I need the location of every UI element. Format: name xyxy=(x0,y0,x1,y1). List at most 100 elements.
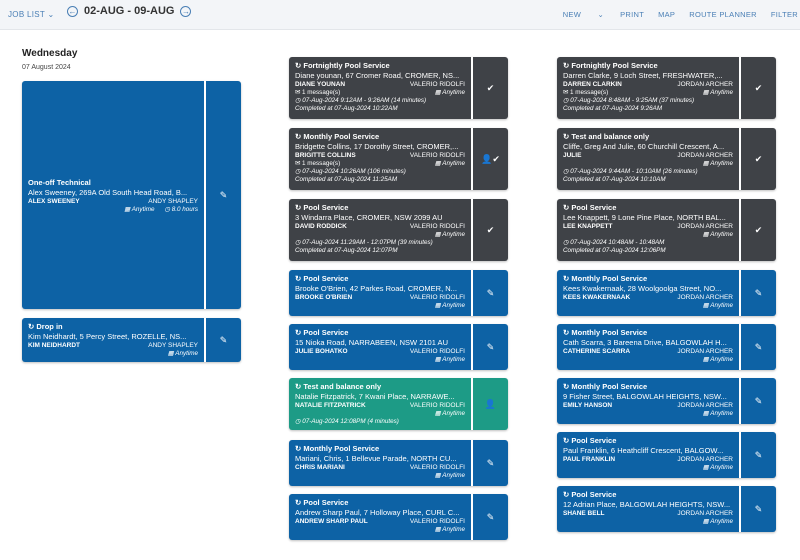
job-card-body[interactable]: ↻ Monthly Pool Service Bridgette Collins,… xyxy=(289,128,471,190)
job-card[interactable]: ↻ Pool Service Paul Franklin, 6 Heathclif… xyxy=(557,432,776,478)
job-meta-row: ▦ Anytime xyxy=(563,355,733,363)
message-count[interactable]: 1 message(s) xyxy=(302,160,341,167)
customer-name: DIANE YOUNAN xyxy=(295,81,346,88)
job-card-body[interactable]: ↻ Pool Service Brooke O'Brien, 42 Parkes … xyxy=(289,270,471,316)
edit-icon[interactable]: ✎ xyxy=(471,440,508,486)
job-card[interactable]: ↻ Pool Service Andrew Sharp Paul, 7 Hollo… xyxy=(289,494,508,540)
job-card-body[interactable]: ↻ Test and balance only Natalie Fitzpatri… xyxy=(289,378,471,430)
job-card[interactable]: ↻ Monthly Pool Service Mariani, Chris, 1 … xyxy=(289,440,508,486)
job-list-dropdown[interactable]: JOB LIST ⌄ xyxy=(8,10,55,19)
calendar-icon: ▦ xyxy=(702,356,711,363)
job-card-body[interactable]: ↻ Test and balance only Cliffe, Greg And … xyxy=(557,128,739,190)
edit-icon[interactable]: ✎ xyxy=(739,432,776,478)
edit-icon[interactable]: ✎ xyxy=(739,324,776,370)
edit-icon[interactable]: ✎ xyxy=(739,486,776,532)
job-address: Cath Scarra, 3 Bareena Drive, BALGOWLAH … xyxy=(563,338,727,347)
message-count[interactable]: 1 message(s) xyxy=(570,89,609,96)
job-card[interactable]: ↻ Monthly Pool Service Bridgette Collins,… xyxy=(289,128,508,190)
calendar-icon: ▦ xyxy=(702,231,711,238)
date-range-label: 02-AUG - 09-AUG xyxy=(84,5,175,17)
anytime-label: ▦ Anytime xyxy=(703,89,733,96)
route-planner-button[interactable]: ROUTE PLANNER xyxy=(689,10,757,19)
job-card-body[interactable]: ↻ Pool Service 15 Nioka Road, NARRABEEN, … xyxy=(289,324,471,370)
job-card-body[interactable]: ↻ Monthly Pool Service Mariani, Chris, 1 … xyxy=(289,440,471,486)
job-card[interactable]: ↻ Test and balance only Cliffe, Greg And … xyxy=(557,128,776,190)
anytime-text: Anytime xyxy=(710,89,733,96)
check-icon[interactable]: ✔ xyxy=(739,128,776,190)
new-button[interactable]: NEW ⌄ xyxy=(562,10,605,19)
anytime-label: ▦ Anytime xyxy=(703,356,733,363)
job-title: One-off Technical xyxy=(28,178,198,187)
edit-icon[interactable]: ✎ xyxy=(471,494,508,540)
job-card-body[interactable]: ↻ Drop in Kim Neidhardt, 5 Percy Street, … xyxy=(22,318,204,362)
job-meta-row: ✉ 1 message(s) ▦ Anytime xyxy=(563,88,733,96)
job-meta-row: ✉ 1 message(s) ▦ Anytime xyxy=(295,159,465,167)
check-icon[interactable]: ✔ xyxy=(471,57,508,119)
map-button[interactable]: MAP xyxy=(658,10,676,19)
job-card-body[interactable]: ↻ Pool Service Lee Knappett, 9 Lone Pine … xyxy=(557,199,739,261)
job-card-body[interactable]: ↻ Monthly Pool Service Cath Scarra, 3 Bar… xyxy=(557,324,739,370)
job-card[interactable]: ↻ Pool Service Brooke O'Brien, 42 Parkes … xyxy=(289,270,508,316)
check-icon[interactable]: ✔ xyxy=(471,199,508,261)
job-card-body[interactable]: One-off Technical Alex Sweeney, 269A Old … xyxy=(22,81,204,309)
job-card-body[interactable]: ↻ Pool Service 12 Adrian Place, BALGOWLAH… xyxy=(557,486,739,532)
job-card-body[interactable]: ↻ Fortnightly Pool Service Darren Clarke,… xyxy=(557,57,739,119)
technician-name: VALERIO RIDOLFI xyxy=(409,152,465,159)
job-card[interactable]: ↻ Drop in Kim Neidhardt, 5 Percy Street, … xyxy=(22,318,241,362)
job-meta-row: ▦ Anytime xyxy=(295,230,465,238)
job-card[interactable]: ↻ Fortnightly Pool Service Diane younan, … xyxy=(289,57,508,119)
job-completed: Completed at 07-Aug-2024 12:06PM xyxy=(563,247,666,254)
customer-name: JULIE xyxy=(563,152,582,159)
job-card[interactable]: ↻ Monthly Pool Service 9 Fisher Street, B… xyxy=(557,378,776,424)
previous-week-button[interactable]: ← xyxy=(67,5,78,17)
filter-button[interactable]: FILTER xyxy=(770,10,798,19)
edit-icon[interactable]: ✎ xyxy=(471,324,508,370)
check-icon[interactable]: 👤✔ xyxy=(471,128,508,190)
job-card[interactable]: One-off Technical Alex Sweeney, 269A Old … xyxy=(22,81,241,309)
job-address: Paul Franklin, 6 Heathcliff Crescent, BA… xyxy=(563,446,724,455)
job-time-text: 07-Aug-2024 9:12AM - 9:26AM (14 minutes) xyxy=(302,97,427,104)
clock-icon: ◷ xyxy=(563,239,571,246)
edit-icon[interactable]: ✎ xyxy=(204,318,241,362)
anytime-label: ▦ Anytime xyxy=(435,356,465,363)
check-icon[interactable]: ✔ xyxy=(739,57,776,119)
edit-icon[interactable]: ✎ xyxy=(471,270,508,316)
job-card-body[interactable]: ↻ Monthly Pool Service 9 Fisher Street, B… xyxy=(557,378,739,424)
job-card[interactable]: ↻ Pool Service 3 Windarra Place, CROMER, … xyxy=(289,199,508,261)
user-icon[interactable]: 👤 xyxy=(471,378,508,430)
job-card[interactable]: ↻ Pool Service 15 Nioka Road, NARRABEEN, … xyxy=(289,324,508,370)
job-address: 9 Fisher Street, BALGOWLAH HEIGHTS, NSW.… xyxy=(563,392,727,401)
edit-icon[interactable]: ✎ xyxy=(739,378,776,424)
next-week-button[interactable]: → xyxy=(180,5,192,17)
job-title-text: Fortnightly Pool Service xyxy=(303,61,390,70)
customer-name: JULIE BOHATKO xyxy=(295,348,348,355)
job-card-body[interactable]: ↻ Pool Service Andrew Sharp Paul, 7 Hollo… xyxy=(289,494,471,540)
job-card-body[interactable]: ↻ Fortnightly Pool Service Diane younan, … xyxy=(289,57,471,119)
print-button[interactable]: PRINT xyxy=(620,10,645,19)
job-card[interactable]: ↻ Fortnightly Pool Service Darren Clarke,… xyxy=(557,57,776,119)
calendar-icon: ▦ xyxy=(702,89,711,96)
job-address: Cliffe, Greg And Julie, 60 Churchill Cre… xyxy=(563,142,725,151)
job-title: ↻ Pool Service xyxy=(295,328,465,337)
check-icon[interactable]: ✔ xyxy=(739,199,776,261)
customer-name: SHANE BELL xyxy=(563,510,605,517)
job-meta-row: ▦ Anytime xyxy=(295,471,465,479)
technician-name: JORDAN ARCHER xyxy=(677,456,733,463)
job-card-body[interactable]: ↻ Pool Service Paul Franklin, 6 Heathclif… xyxy=(557,432,739,478)
job-time-text: 07-Aug-2024 8:48AM - 9:25AM (37 minutes) xyxy=(570,97,695,104)
job-card-body[interactable]: ↻ Monthly Pool Service Kees Kwakernaak, 2… xyxy=(557,270,739,316)
message-count[interactable]: 1 message(s) xyxy=(302,89,341,96)
job-card[interactable]: ↻ Test and balance only Natalie Fitzpatri… xyxy=(289,378,508,430)
edit-icon[interactable]: ✎ xyxy=(204,81,241,309)
job-card-body[interactable]: ↻ Pool Service 3 Windarra Place, CROMER, … xyxy=(289,199,471,261)
calendar-icon: ▦ xyxy=(702,464,711,471)
job-card[interactable]: ↻ Pool Service 12 Adrian Place, BALGOWLAH… xyxy=(557,486,776,532)
edit-icon[interactable]: ✎ xyxy=(739,270,776,316)
job-card[interactable]: ↻ Pool Service Lee Knappett, 9 Lone Pine … xyxy=(557,199,776,261)
recurring-icon: ↻ xyxy=(563,490,572,499)
job-time-text: 07-Aug-2024 10:48AM - 10:48AM xyxy=(570,239,665,246)
job-time-text: 07-Aug-2024 11:29AM - 12:07PM (39 minute… xyxy=(302,239,433,246)
anytime-text: Anytime xyxy=(710,410,733,417)
job-card[interactable]: ↻ Monthly Pool Service Kees Kwakernaak, 2… xyxy=(557,270,776,316)
job-card[interactable]: ↻ Monthly Pool Service Cath Scarra, 3 Bar… xyxy=(557,324,776,370)
